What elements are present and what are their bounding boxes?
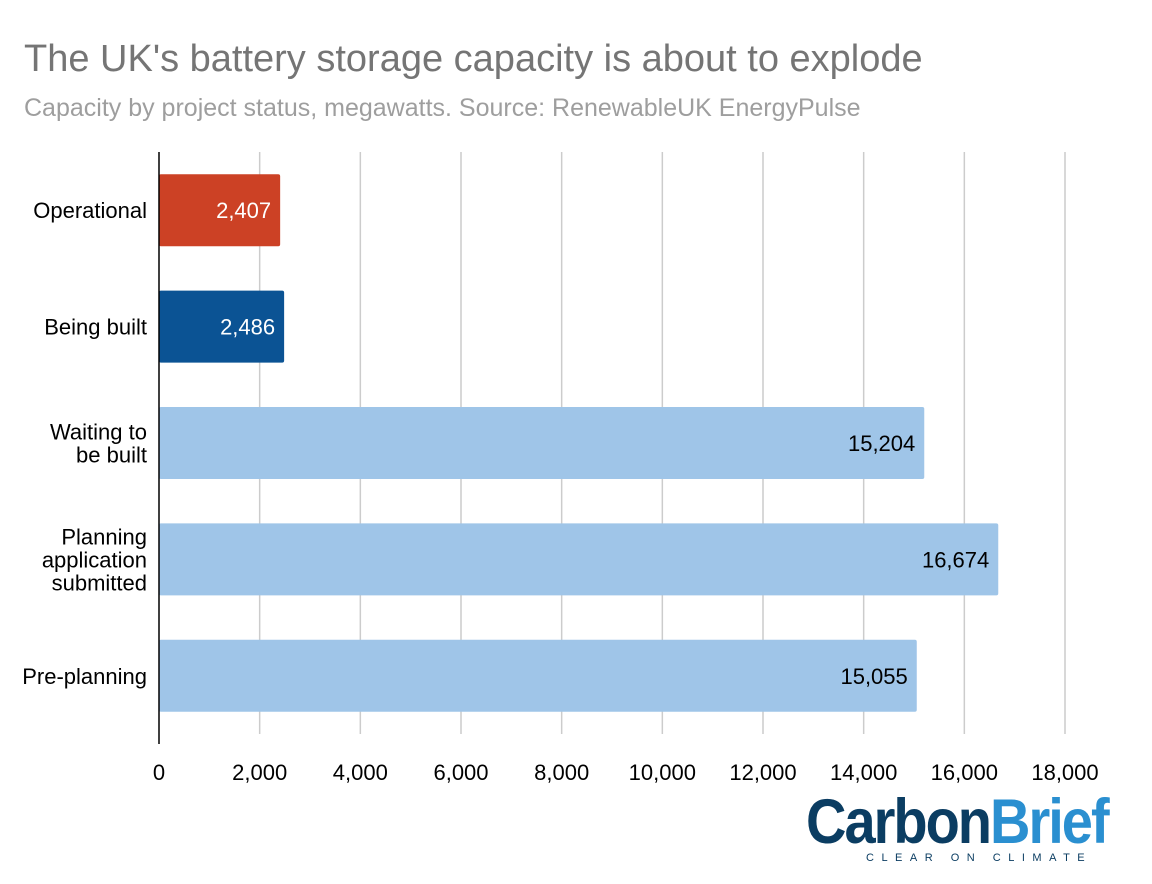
logo-word-brief: Brief [990, 785, 1110, 857]
x-tick-label: 16,000 [931, 760, 998, 785]
category-label-line: Operational [33, 198, 147, 223]
category-label-line: Planning [61, 524, 147, 549]
x-tick-label: 4,000 [333, 760, 388, 785]
x-tick-label: 18,000 [1031, 760, 1098, 785]
category-label: Planning application submitted [42, 524, 147, 595]
x-tick-label: 10,000 [629, 760, 696, 785]
bar [159, 639, 917, 712]
category-label: Operational [33, 198, 147, 223]
category-label-line: submitted [52, 570, 147, 595]
logo-tagline: CLEAR ON CLIMATE [866, 852, 1093, 864]
logo-word-carbon: Carbon [806, 785, 992, 857]
bar [159, 290, 285, 363]
x-tick-label: 12,000 [729, 760, 796, 785]
chart-subtitle: Capacity by project status, megawatts. S… [24, 94, 861, 122]
x-tick-label: 6,000 [433, 760, 488, 785]
category-label: Pre-planning [22, 664, 147, 689]
bar-value-label: 2,407 [216, 198, 271, 223]
bar-value-label: 15,204 [848, 431, 915, 456]
bars [159, 174, 999, 712]
chart-title: The UK's battery storage capacity is abo… [24, 38, 923, 80]
carbon-brief-logo: CarbonBrief CLEAR ON CLIMATE [806, 785, 1110, 864]
x-tick-label: 2,000 [232, 760, 287, 785]
category-label: Being built [44, 315, 147, 340]
category-label-line: Waiting to [50, 420, 147, 445]
category-label-line: application [42, 547, 147, 572]
category-label-line: be built [76, 443, 147, 468]
x-tick-label: 0 [153, 760, 165, 785]
category-label: Waiting to be built [50, 420, 147, 468]
category-label-line: Being built [44, 315, 147, 340]
bar-value-label: 16,674 [922, 547, 989, 572]
bar-value-label: 15,055 [840, 664, 907, 689]
logo-wordmark: CarbonBrief [806, 785, 1110, 857]
bar [159, 174, 281, 247]
labels: 0 2,000 4,000 6,000 8,000 10,000 12,000 14,000 1… [22, 198, 1098, 785]
bar [159, 523, 999, 596]
bar [159, 407, 925, 479]
x-tick-label: 14,000 [830, 760, 897, 785]
bar-value-label: 2,486 [220, 315, 275, 340]
x-tick-label: 8,000 [534, 760, 589, 785]
category-label-line: Pre-planning [22, 664, 147, 689]
